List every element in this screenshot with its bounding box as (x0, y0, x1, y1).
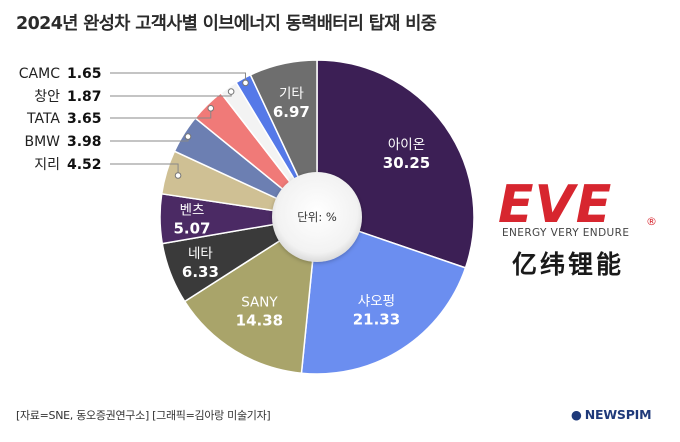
leader-dot-bmw (184, 133, 192, 140)
slice-label-bmw: BMW (24, 134, 60, 150)
slice-label-기타: 기타 (279, 86, 304, 102)
slice-label-지리: 지리 (34, 157, 60, 173)
eve-logo: EVE ® ENERGY VERY ENDURE 亿纬锂能 (498, 175, 657, 279)
leader-line-bmw (110, 136, 189, 142)
leader-dot-지리 (174, 172, 182, 179)
center-unit-label: 단위: % (297, 210, 337, 224)
slice-label-tata: TATA (26, 111, 60, 127)
slice-value-bmw: 3.98 (67, 134, 102, 150)
slice-value-camc: 1.65 (67, 66, 102, 82)
slice-sany (183, 215, 318, 375)
leader-line-지리 (110, 163, 179, 176)
donut-center (272, 172, 362, 262)
slice-value-샤오펑: 21.33 (353, 311, 400, 329)
slice-value-tata: 3.65 (67, 111, 102, 127)
slice-label-sany: SANY (241, 295, 278, 311)
leader-dot-camc (242, 79, 249, 87)
registered-mark: ® (646, 215, 657, 228)
eve-logo-tagline: ENERGY VERY ENDURE (502, 227, 629, 239)
leader-dot-tata (207, 104, 215, 112)
chart-title: 2024년 완성차 고객사별 이브에너지 동력배터리 탑재 비중 (16, 14, 437, 34)
leader-line-창안 (110, 91, 232, 97)
leader-line-camc (110, 72, 246, 83)
slice-value-창안: 1.87 (67, 89, 102, 105)
slice-label-네타: 네타 (188, 246, 213, 262)
slice-value-지리: 4.52 (67, 157, 102, 173)
newspim-logo: ● NEWSPIM (571, 407, 652, 422)
slice-value-벤츠: 5.07 (173, 219, 210, 237)
source-credit: [자료=SNE, 동오증권연구소] [그래픽=김아랑 미술기자] (16, 409, 271, 422)
slice-value-아이온: 30.25 (383, 154, 430, 172)
eve-logo-letters: EVE (498, 175, 612, 235)
slice-label-벤츠: 벤츠 (180, 202, 205, 218)
leader-dot-창안 (227, 88, 235, 95)
slice-value-sany: 14.38 (236, 312, 283, 330)
slice-label-아이온: 아이온 (388, 137, 425, 153)
newspim-text: NEWSPIM (584, 407, 652, 422)
slice-value-네타: 6.33 (182, 263, 219, 281)
slice-label-창안: 창안 (34, 89, 60, 105)
eve-logo-chinese: 亿纬锂能 (512, 250, 624, 279)
slice-샤오펑 (300, 215, 467, 375)
slice-label-샤오펑: 샤오펑 (358, 294, 395, 310)
slice-value-기타: 6.97 (273, 103, 310, 121)
slice-label-camc: CAMC (19, 66, 60, 82)
newspim-mark-icon: ● (571, 407, 582, 422)
